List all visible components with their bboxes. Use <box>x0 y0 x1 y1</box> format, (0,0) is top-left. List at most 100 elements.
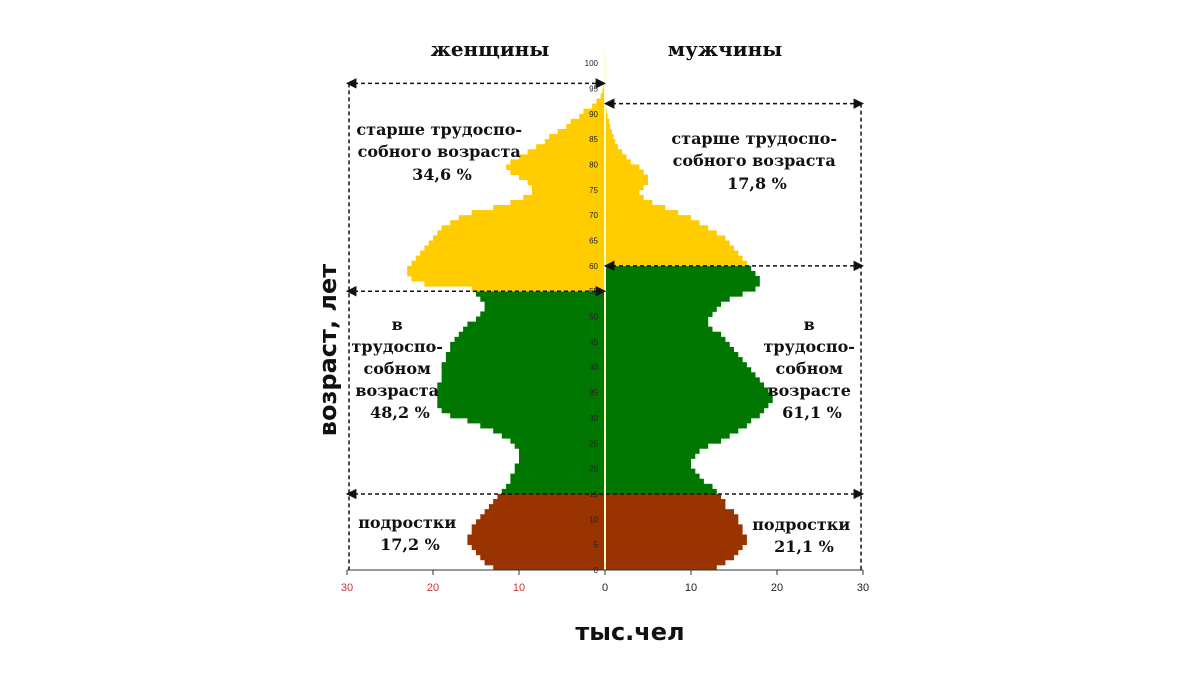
female-bar <box>527 149 605 155</box>
male-bar <box>605 316 709 323</box>
y-tick-label: 5 <box>594 541 599 550</box>
male-bar <box>605 433 730 439</box>
male-bar <box>605 326 713 333</box>
male-bar <box>605 352 739 358</box>
male-bar <box>605 245 734 252</box>
male-bar <box>605 210 679 216</box>
female-teen-line-1: подростки <box>358 513 456 532</box>
male-bar <box>605 417 752 424</box>
male-bar <box>605 255 743 262</box>
y-tick-label: 100 <box>585 59 599 68</box>
male-bar <box>605 397 773 404</box>
female-bar <box>450 346 605 353</box>
y-tick-label: 80 <box>589 160 598 169</box>
male-bar <box>605 357 743 363</box>
female-bar <box>441 377 605 383</box>
female-working-percent: 48,2 % <box>370 403 430 422</box>
female-bar <box>519 174 605 181</box>
male-bar <box>605 159 631 165</box>
y-tick-label: 50 <box>589 313 598 322</box>
y-tick-label: 90 <box>589 110 598 119</box>
female-bar <box>476 291 605 297</box>
female-bar <box>437 402 605 409</box>
y-axis-title: возраст, лет <box>314 264 342 436</box>
female-bar <box>493 428 605 434</box>
male-bar <box>605 321 709 328</box>
x-tick-label: 20 <box>771 582 783 594</box>
female-bar <box>514 443 605 449</box>
female-bar <box>433 235 605 241</box>
female-bar <box>415 255 605 262</box>
y-tick-label: 55 <box>589 287 598 296</box>
y-tick-label: 15 <box>589 490 598 499</box>
female-working-line-3: собном <box>364 359 431 378</box>
female-bar <box>445 357 605 363</box>
male-bar <box>605 311 713 317</box>
male-bar <box>605 139 616 145</box>
header-female: женщины <box>431 37 550 61</box>
male-bar <box>605 564 717 571</box>
female-bar <box>592 103 605 110</box>
female-bar <box>467 534 605 540</box>
female-bar <box>437 382 605 388</box>
female-bar <box>480 554 605 561</box>
male-bar <box>605 478 704 485</box>
male-bar <box>605 118 610 125</box>
female-bar <box>488 504 605 510</box>
female-older-line-1: старше трудоспо- <box>356 120 522 139</box>
female-bar <box>519 448 605 454</box>
female-bar <box>583 108 605 115</box>
female-bar <box>493 205 605 211</box>
female-bar <box>510 159 605 165</box>
female-bar <box>441 225 605 231</box>
female-teen-percent: 17,2 % <box>380 535 440 554</box>
female-working-label: в трудоспо- собном возраста 48,2 % <box>351 315 448 422</box>
male-bar <box>605 164 640 170</box>
male-bar <box>605 453 696 459</box>
female-bar <box>536 144 605 150</box>
female-bar <box>510 478 605 485</box>
male-bar <box>605 291 743 297</box>
male-bar <box>605 336 726 343</box>
female-bar <box>519 154 605 160</box>
female-bar <box>510 169 605 175</box>
male-bar <box>605 473 700 480</box>
female-bar <box>441 372 605 378</box>
male-bar <box>605 286 756 292</box>
male-teen-percent: 21,1 % <box>774 537 834 556</box>
male-bar <box>605 341 730 348</box>
y-tick-label: 10 <box>589 515 598 524</box>
male-bar <box>605 215 691 221</box>
male-bar <box>605 372 756 378</box>
male-bar <box>605 306 717 312</box>
female-working-line-2: трудоспо- <box>351 337 442 356</box>
male-bar <box>605 250 739 257</box>
x-axis-title: тыс.чел <box>575 618 684 646</box>
female-bar <box>450 220 605 226</box>
male-bar <box>605 184 644 191</box>
guide-lines <box>345 78 865 570</box>
male-bar <box>605 402 769 409</box>
female-bar <box>600 93 605 99</box>
x-tick-label: 30 <box>857 582 869 594</box>
female-bar <box>407 265 605 272</box>
y-tick-label: 85 <box>589 135 598 144</box>
female-bar <box>506 164 605 170</box>
female-bar <box>437 230 605 236</box>
female-bar <box>493 499 605 505</box>
male-bar <box>605 225 709 231</box>
female-bar <box>484 306 605 312</box>
male-bar <box>605 483 713 490</box>
axes-group: 30 20 10 0 10 20 30051015202530354045505560657… <box>341 59 869 594</box>
male-bar <box>605 392 773 399</box>
female-bar <box>471 524 605 530</box>
male-bar <box>605 529 743 535</box>
female-bar <box>514 463 605 470</box>
male-bar <box>605 205 666 211</box>
female-bar <box>596 98 605 105</box>
female-bar <box>471 544 605 551</box>
male-bar <box>605 468 696 475</box>
x-tick-label: 30 <box>341 582 353 594</box>
male-bar <box>605 174 648 181</box>
female-bar <box>570 118 605 125</box>
